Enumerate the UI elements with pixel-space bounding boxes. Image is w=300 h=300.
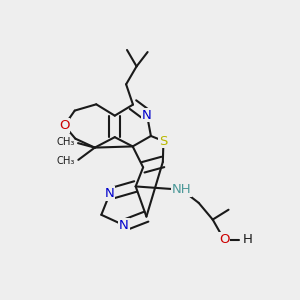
Text: NH: NH [172,183,191,196]
Text: CH₃: CH₃ [57,156,75,166]
Text: CH₃: CH₃ [57,136,75,147]
Text: N: N [105,188,115,200]
Text: O: O [219,233,229,246]
Text: N: N [142,109,152,122]
Text: H: H [243,233,253,246]
Text: N: N [119,219,129,232]
Text: O: O [59,119,70,132]
Text: S: S [159,134,168,148]
